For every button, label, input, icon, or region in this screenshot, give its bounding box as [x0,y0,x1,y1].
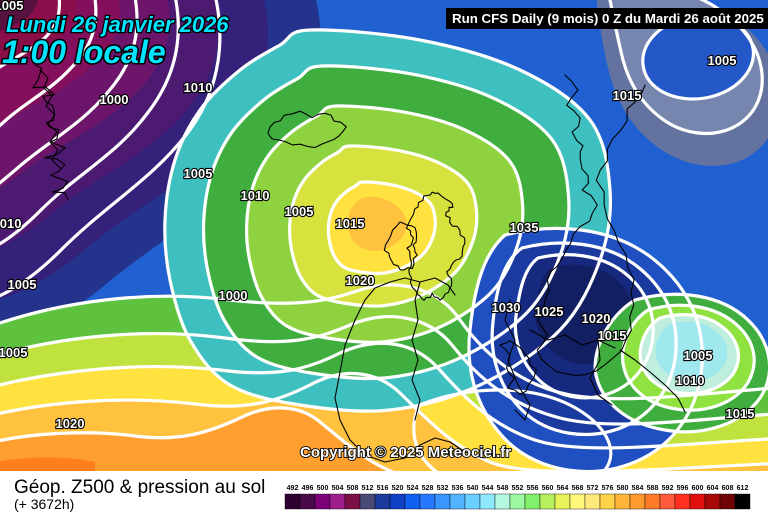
svg-text:1015: 1015 [726,406,755,421]
svg-text:1015: 1015 [613,88,642,103]
svg-text:Copyright © 2025 Meteociel.fr: Copyright © 2025 Meteociel.fr [300,444,511,461]
svg-text:532: 532 [437,485,449,492]
svg-text:1005: 1005 [0,0,23,13]
svg-text:600: 600 [692,485,704,492]
svg-text:552: 552 [512,485,524,492]
svg-text:1005: 1005 [285,204,314,219]
svg-text:528: 528 [422,485,434,492]
svg-text:1:00 locale: 1:00 locale [2,34,166,70]
svg-text:508: 508 [347,485,359,492]
svg-text:1010: 1010 [0,216,21,231]
svg-text:536: 536 [452,485,464,492]
svg-text:568: 568 [572,485,584,492]
svg-text:1025: 1025 [535,304,564,319]
svg-text:1030: 1030 [492,300,521,315]
svg-text:604: 604 [707,485,719,492]
svg-text:1010: 1010 [241,188,270,203]
svg-text:1005: 1005 [684,348,713,363]
svg-text:584: 584 [632,485,644,492]
svg-text:524: 524 [407,485,419,492]
svg-text:1010: 1010 [184,80,213,95]
svg-text:504: 504 [332,485,344,492]
svg-text:Run CFS Daily (9 mois) 0 Z du: Run CFS Daily (9 mois) 0 Z du Mardi 26 a… [452,11,764,26]
svg-text:588: 588 [647,485,659,492]
svg-text:1020: 1020 [582,311,611,326]
svg-text:572: 572 [587,485,599,492]
svg-text:612: 612 [737,485,749,492]
svg-text:520: 520 [392,485,404,492]
svg-text:1005: 1005 [708,53,737,68]
svg-text:1005: 1005 [0,345,27,360]
svg-text:1015: 1015 [598,328,627,343]
svg-text:1020: 1020 [346,273,375,288]
svg-text:500: 500 [317,485,329,492]
svg-text:544: 544 [482,485,494,492]
svg-text:516: 516 [377,485,389,492]
svg-text:1000: 1000 [219,288,248,303]
svg-text:(+ 3672h): (+ 3672h) [14,496,74,512]
svg-text:580: 580 [617,485,629,492]
svg-text:1035: 1035 [510,220,539,235]
svg-text:512: 512 [362,485,374,492]
svg-text:1010: 1010 [676,373,705,388]
svg-text:564: 564 [557,485,569,492]
svg-text:1005: 1005 [184,166,213,181]
svg-text:576: 576 [602,485,614,492]
svg-text:548: 548 [497,485,509,492]
svg-text:496: 496 [302,485,314,492]
svg-text:492: 492 [287,485,299,492]
svg-text:556: 556 [527,485,539,492]
svg-text:1000: 1000 [100,92,129,107]
svg-text:592: 592 [662,485,674,492]
svg-text:560: 560 [542,485,554,492]
svg-text:596: 596 [677,485,689,492]
svg-text:540: 540 [467,485,479,492]
svg-text:Géop. Z500 & pression au sol: Géop. Z500 & pression au sol [14,477,265,498]
svg-text:1020: 1020 [56,416,85,431]
svg-text:608: 608 [722,485,734,492]
svg-text:1005: 1005 [8,277,37,292]
svg-text:1015: 1015 [336,216,365,231]
